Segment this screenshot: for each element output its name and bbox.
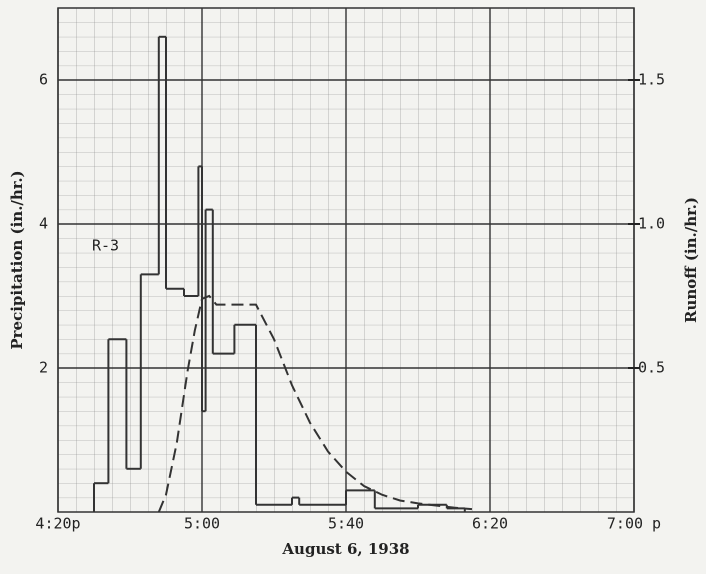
y-axis-label: Precipitation (in./hr.) — [8, 170, 26, 349]
y2-tick-label: 0.5 — [638, 359, 665, 377]
y2-tick-label: 1.5 — [638, 71, 665, 89]
runoff-line — [157, 294, 473, 513]
y-tick-label: 6 — [39, 71, 48, 89]
x-tick-label: 7:00 p — [607, 515, 661, 533]
x-axis-label: August 6, 1938 — [281, 540, 409, 558]
y2-tick-label: 1.0 — [638, 215, 665, 233]
annotation: R-3 — [92, 237, 119, 255]
x-tick-label: 5:40 — [328, 515, 364, 533]
x-tick-label: 4:20p — [35, 515, 80, 533]
x-tick-label: 6:20 — [472, 515, 508, 533]
y-tick-label: 4 — [39, 215, 48, 233]
x-tick-label: 5:00 — [184, 515, 220, 533]
y2-axis-label: Runoff (in./hr.) — [682, 197, 700, 323]
y-tick-label: 2 — [39, 359, 48, 377]
